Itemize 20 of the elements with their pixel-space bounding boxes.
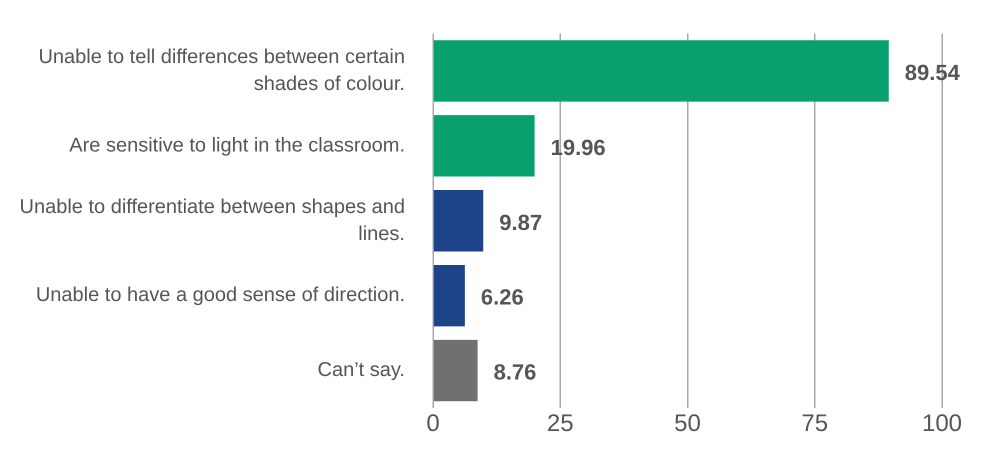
x-tick-label: 0 xyxy=(426,410,440,438)
y-tick-label: Are sensitive to light in the classroom. xyxy=(69,134,405,156)
y-tick-label: Unable to differentiate between shapes and lines. xyxy=(20,196,405,245)
data-label: 6.26 xyxy=(480,284,524,310)
bar xyxy=(434,115,535,177)
x-tick-label: 100 xyxy=(922,410,962,438)
bar xyxy=(434,40,889,102)
bar xyxy=(434,190,484,252)
y-tick-label: Unable to have a good sense of direction. xyxy=(36,284,405,306)
data-label: 8.76 xyxy=(494,360,536,385)
x-tick-label: 50 xyxy=(674,410,701,438)
data-label: 9.87 xyxy=(499,210,542,235)
data-label: 19.96 xyxy=(550,134,606,160)
y-tick-label: Can’t say. xyxy=(318,359,405,382)
x-tick-label: 25 xyxy=(546,410,574,438)
y-tick-label: Unable to tell differences between certain shades of colour. xyxy=(38,46,405,95)
bar xyxy=(434,264,465,326)
x-tick-label: 75 xyxy=(801,410,828,438)
bar xyxy=(434,340,478,402)
data-label: 89.54 xyxy=(904,60,961,86)
